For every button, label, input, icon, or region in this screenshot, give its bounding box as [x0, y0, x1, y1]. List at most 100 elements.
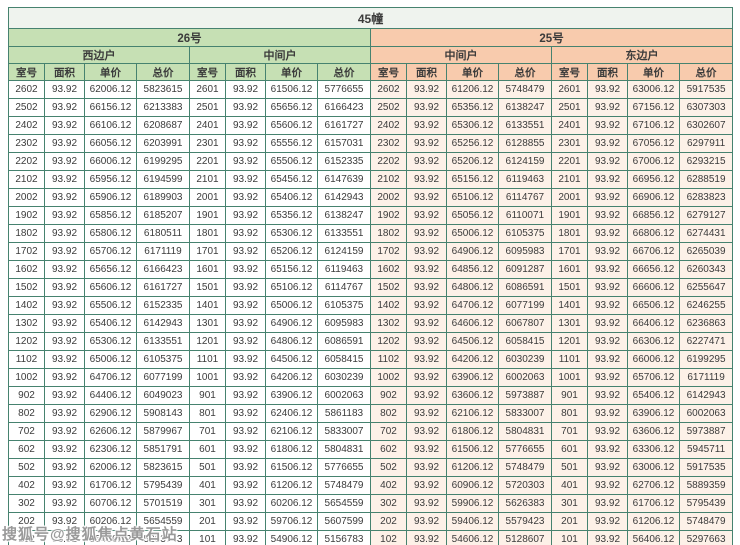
area-cell: 93.92 — [44, 530, 85, 545]
room-cell: 1701 — [551, 242, 588, 261]
room-cell: 1701 — [189, 242, 226, 261]
total-price-cell: 6142943 — [678, 386, 734, 405]
table-row: 2502 93.92 66156.12 6213383 2501 93.92 65656.1… — [8, 98, 734, 117]
room-cell: 2202 — [8, 152, 45, 171]
room-cell: 1402 — [8, 296, 45, 315]
unit-price-cell: 65656.12 — [265, 98, 318, 117]
area-cell: 93.92 — [44, 206, 85, 225]
area-cell: 93.92 — [587, 314, 628, 333]
total-price-cell: 6189903 — [136, 188, 190, 207]
unit-price-cell: 64906.12 — [265, 314, 318, 333]
col-header-unit-price: 单价 — [265, 63, 318, 81]
table-row: 502 93.92 62006.12 5823615 501 93.92 61506.12 5… — [8, 458, 734, 477]
room-cell: 201 — [551, 512, 588, 531]
total-price-cell: 6199295 — [678, 350, 734, 369]
unit-price-cell: 67006.12 — [627, 152, 680, 171]
room-cell: 1802 — [370, 224, 407, 243]
room-cell: 1202 — [8, 332, 45, 351]
room-cell: 2002 — [8, 188, 45, 207]
unit-price-cell: 65156.12 — [446, 170, 499, 189]
table-row: 602 93.92 62306.12 5851791 601 93.92 61806.12 5… — [8, 440, 734, 459]
col-header-area: 面积 — [406, 63, 447, 81]
price-table: 45幢 26号 25号 西边户 中间户 中间户 东边户 室号 面积 单价 总价 … — [7, 7, 734, 545]
table-row: 1002 93.92 64706.12 6077199 1001 93.92 64206.1… — [8, 368, 734, 387]
total-price-cell: 6077199 — [498, 296, 552, 315]
unit-price-cell: 66906.12 — [627, 188, 680, 207]
unit-price-cell: 65606.12 — [84, 278, 137, 297]
area-cell: 93.92 — [587, 134, 628, 153]
area-cell: 93.92 — [225, 458, 266, 477]
unit-price-cell: 60906.12 — [446, 476, 499, 495]
unit-price-cell: 66956.12 — [627, 170, 680, 189]
area-cell: 93.92 — [406, 134, 447, 153]
building-26-header: 26号 — [8, 28, 371, 47]
room-cell: 2602 — [370, 80, 407, 99]
area-cell: 93.92 — [225, 116, 266, 135]
room-cell: 1902 — [8, 206, 45, 225]
area-cell: 93.92 — [406, 440, 447, 459]
area-cell: 93.92 — [44, 242, 85, 261]
area-cell: 93.92 — [44, 386, 85, 405]
area-cell: 93.92 — [587, 242, 628, 261]
total-price-cell: 6002063 — [317, 386, 371, 405]
room-cell: 701 — [551, 422, 588, 441]
table-row: 102 93.92 55406.12 5203743 101 93.92 54906.12 5… — [8, 530, 734, 545]
total-price-cell: 6307303 — [678, 98, 734, 117]
total-price-cell: 5654559 — [317, 494, 371, 513]
area-cell: 93.92 — [406, 206, 447, 225]
unit-price-cell: 65856.12 — [84, 206, 137, 225]
total-price-cell: 5861183 — [317, 404, 371, 423]
unit-price-cell: 67156.12 — [627, 98, 680, 117]
area-cell: 93.92 — [44, 188, 85, 207]
table-row: 2402 93.92 66106.12 6208687 2401 93.92 65606.1… — [8, 116, 734, 135]
area-cell: 93.92 — [406, 314, 447, 333]
unit-price-cell: 64806.12 — [446, 278, 499, 297]
area-cell: 93.92 — [587, 116, 628, 135]
room-cell: 1102 — [8, 350, 45, 369]
total-price-cell: 5701519 — [136, 494, 190, 513]
unit-price-cell: 64906.12 — [446, 242, 499, 261]
room-cell: 2302 — [8, 134, 45, 153]
col-header-room: 室号 — [189, 63, 226, 81]
unit-price-cell: 65256.12 — [446, 134, 499, 153]
total-price-cell: 6077199 — [136, 368, 190, 387]
total-price-cell: 6030239 — [498, 350, 552, 369]
unit-price-cell: 64706.12 — [84, 368, 137, 387]
room-cell: 602 — [8, 440, 45, 459]
col-header-unit-price: 单价 — [627, 63, 680, 81]
area-cell: 93.92 — [406, 188, 447, 207]
room-cell: 202 — [8, 512, 45, 531]
room-cell: 102 — [8, 530, 45, 545]
room-cell: 201 — [189, 512, 226, 531]
area-cell: 93.92 — [225, 386, 266, 405]
unit-price-cell: 61206.12 — [446, 458, 499, 477]
unit-price-cell: 59706.12 — [265, 512, 318, 531]
area-cell: 93.92 — [406, 98, 447, 117]
unit-price-cell: 63606.12 — [446, 386, 499, 405]
room-cell: 2501 — [189, 98, 226, 117]
table-row: 802 93.92 62906.12 5908143 801 93.92 62406.12 5… — [8, 404, 734, 423]
area-cell: 93.92 — [44, 368, 85, 387]
total-price-cell: 6279127 — [678, 206, 734, 225]
room-cell: 2202 — [370, 152, 407, 171]
room-cell: 1102 — [370, 350, 407, 369]
room-cell: 2001 — [189, 188, 226, 207]
room-cell: 2001 — [551, 188, 588, 207]
room-cell: 2502 — [8, 98, 45, 117]
total-price-cell: 6293215 — [678, 152, 734, 171]
table-row: 2302 93.92 66056.12 6203991 2301 93.92 65556.1… — [8, 134, 734, 153]
room-cell: 1101 — [189, 350, 226, 369]
room-cell: 1702 — [8, 242, 45, 261]
area-cell: 93.92 — [587, 476, 628, 495]
watermark-text: 搜狐号@搜狐焦点黄石站 — [2, 526, 178, 543]
total-price-cell: 6302607 — [678, 116, 734, 135]
total-price-cell: 6105375 — [317, 296, 371, 315]
unit-price-cell: 65356.12 — [265, 206, 318, 225]
room-cell: 101 — [189, 530, 226, 545]
area-cell: 93.92 — [225, 80, 266, 99]
room-cell: 401 — [551, 476, 588, 495]
unit-price-cell: 66056.12 — [84, 134, 137, 153]
unit-price-cell: 66656.12 — [627, 260, 680, 279]
room-cell: 801 — [551, 404, 588, 423]
table-row: 1602 93.92 65656.12 6166423 1601 93.92 65156.1… — [8, 260, 734, 279]
